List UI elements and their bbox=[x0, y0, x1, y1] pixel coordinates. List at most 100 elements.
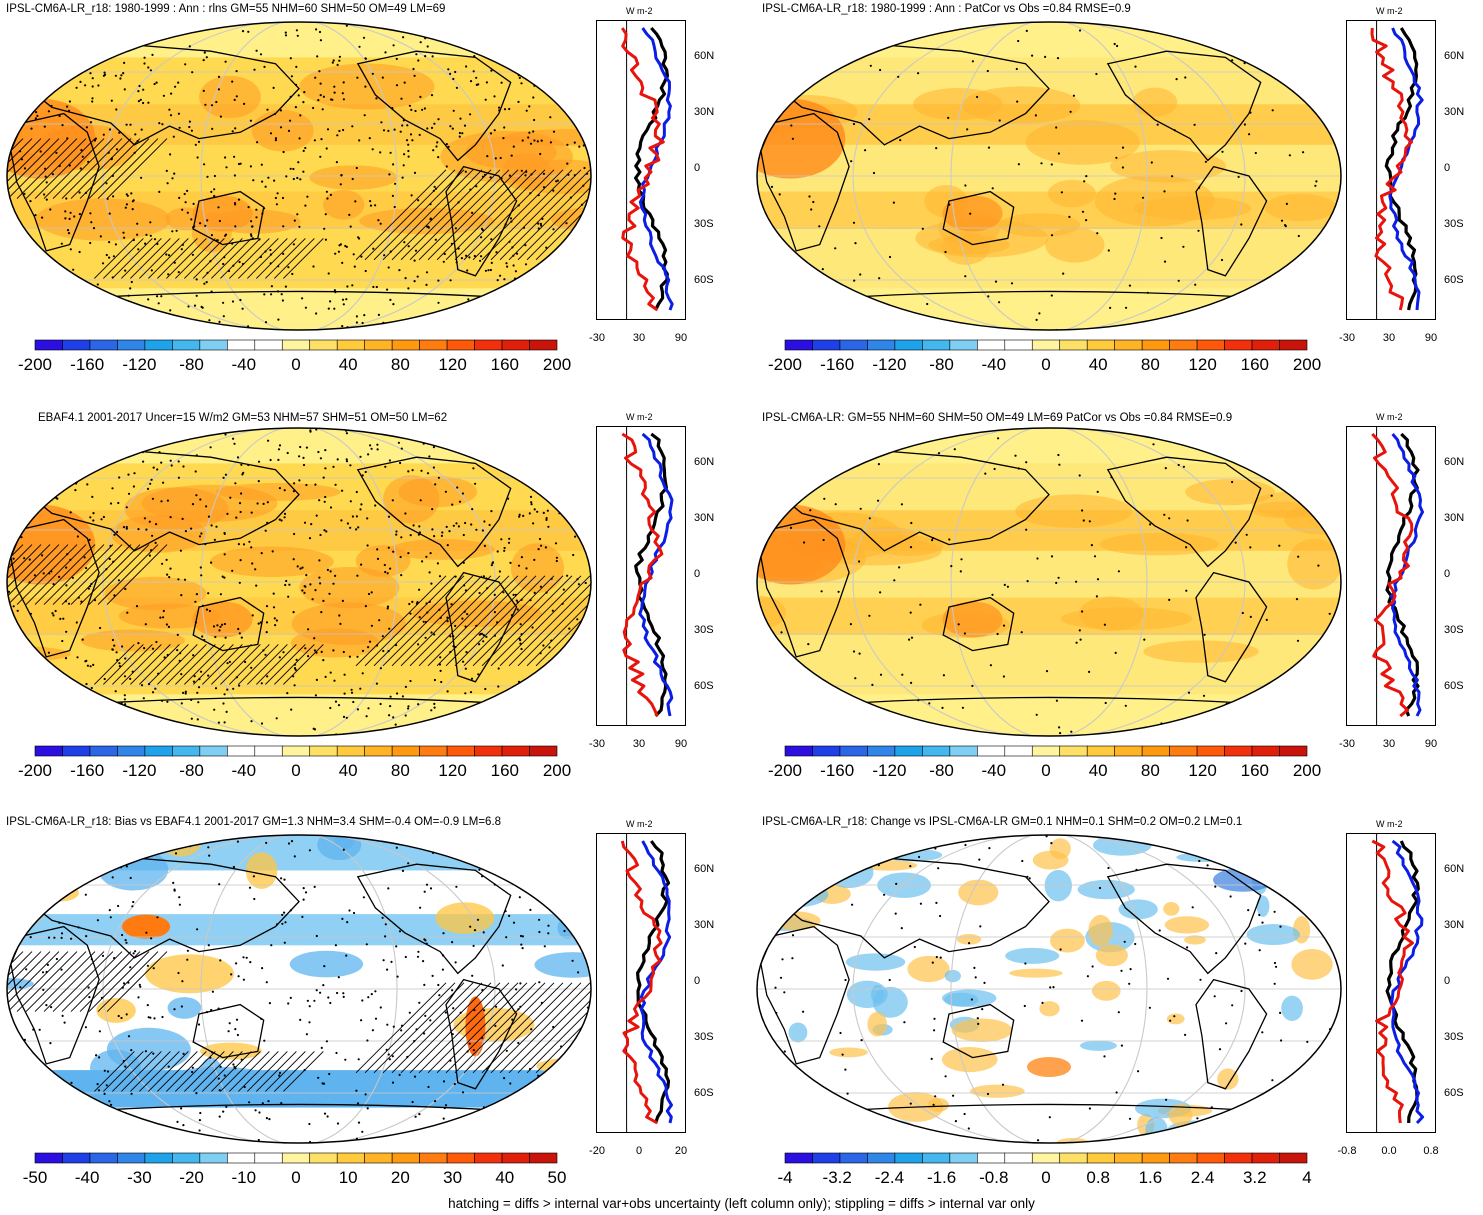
profile-x-tick-label: 0 bbox=[635, 1145, 643, 1157]
latitude-label: 60N bbox=[694, 456, 715, 468]
zonal-mean-profile bbox=[1346, 833, 1436, 1133]
colorbar-tick-label: -3.2 bbox=[822, 1168, 852, 1187]
colorbar-tick-label: -120 bbox=[872, 761, 907, 780]
profile-x-tick-label: 30 bbox=[1382, 738, 1396, 750]
latitude-label: 30N bbox=[1444, 106, 1465, 118]
colorbar-tick-label: -40 bbox=[981, 355, 1007, 374]
colorbar-tick-label: 120 bbox=[438, 355, 467, 374]
colorbar-tick-label: 2.4 bbox=[1190, 1168, 1215, 1187]
panel-title: IPSL-CM6A-LR_r18: Bias vs EBAF4.1 2001-2… bbox=[6, 816, 502, 828]
profile-x-tick-label: 90 bbox=[674, 738, 688, 750]
latitude-label: 60S bbox=[1444, 274, 1464, 286]
profile-x-tick-label: -30 bbox=[1339, 738, 1355, 750]
colorbar-tick-label: -80 bbox=[179, 355, 204, 374]
profile-x-tick-label: 0.8 bbox=[1423, 1145, 1439, 1157]
colorbar-tick-label: 160 bbox=[1240, 355, 1269, 374]
colorbar-tick-label: 1.6 bbox=[1138, 1168, 1163, 1187]
colorbar-tick-label: -200 bbox=[767, 761, 803, 780]
colorbar-tick-label: -80 bbox=[929, 355, 954, 374]
profile-unit-label: W m-2 bbox=[626, 819, 653, 829]
colorbar-tick-label: 0 bbox=[1041, 355, 1051, 374]
colorbar-tick-label: -30 bbox=[127, 1168, 152, 1187]
colorbar-tick-label: 0.8 bbox=[1086, 1168, 1110, 1187]
zonal-mean-profile bbox=[596, 426, 686, 726]
colorbar bbox=[784, 1152, 1308, 1164]
zonal-mean-profile bbox=[1346, 426, 1436, 726]
colorbar-tick-label: -120 bbox=[122, 761, 157, 780]
colorbar-tick-label: 0 bbox=[291, 761, 301, 780]
latitude-label: 30N bbox=[694, 512, 715, 524]
colorbar-tick-label: 0 bbox=[291, 1168, 301, 1187]
colorbar-tick-label: -40 bbox=[981, 761, 1007, 780]
latitude-label: 60N bbox=[1444, 863, 1465, 875]
colorbar-tick-label: -160 bbox=[820, 355, 855, 374]
colorbar bbox=[784, 745, 1308, 757]
colorbar-tick-label: 120 bbox=[438, 761, 467, 780]
colorbar-tick-label: 4 bbox=[1302, 1168, 1312, 1187]
map-panel bbox=[6, 21, 592, 331]
colorbar-tick-label: 30 bbox=[443, 1168, 463, 1187]
colorbar-tick-label: -40 bbox=[74, 1168, 100, 1187]
colorbar-tick-label: -40 bbox=[231, 355, 257, 374]
latitude-label: 30S bbox=[1444, 1031, 1464, 1043]
latitude-label: 60S bbox=[1444, 1087, 1464, 1099]
colorbar-tick-label: 160 bbox=[490, 355, 519, 374]
colorbar-tick-label: 0 bbox=[291, 355, 301, 374]
map-panel bbox=[6, 427, 592, 737]
latitude-label: 30N bbox=[1444, 512, 1465, 524]
colorbar-tick-label: 80 bbox=[390, 761, 410, 780]
zonal-mean-profile bbox=[596, 20, 686, 320]
latitude-label: 60S bbox=[694, 274, 714, 286]
colorbar bbox=[34, 339, 558, 351]
colorbar-tick-label: 200 bbox=[542, 761, 572, 780]
colorbar-tick-label: 120 bbox=[1188, 355, 1217, 374]
colorbar-tick-label: 50 bbox=[547, 1168, 567, 1187]
map-panel bbox=[756, 834, 1342, 1144]
colorbar-tick-label: 40 bbox=[338, 761, 358, 780]
colorbar-tick-label: -120 bbox=[872, 355, 907, 374]
colorbar-tick-label: 3.2 bbox=[1242, 1168, 1267, 1187]
panel-title: IPSL-CM6A-LR_r18: Change vs IPSL-CM6A-LR… bbox=[762, 816, 1243, 828]
colorbar-tick-label: 0 bbox=[1041, 761, 1051, 780]
panel-title: EBAF4.1 2001-2017 Uncer=15 W/m2 GM=53 NH… bbox=[38, 412, 448, 424]
profile-x-tick-label: 30 bbox=[632, 738, 646, 750]
profile-unit-label: W m-2 bbox=[626, 412, 653, 422]
colorbar-tick-label: -4 bbox=[777, 1168, 793, 1187]
colorbar bbox=[34, 745, 558, 757]
panel-title: IPSL-CM6A-LR_r18: 1980-1999 : Ann : PatC… bbox=[762, 3, 1131, 15]
profile-x-tick-label: 90 bbox=[674, 332, 688, 344]
colorbar-tick-label: -120 bbox=[122, 355, 157, 374]
profile-x-tick-label: -30 bbox=[589, 332, 605, 344]
latitude-label: 60N bbox=[1444, 50, 1465, 62]
colorbar-tick-label: 200 bbox=[1292, 355, 1322, 374]
colorbar-tick-label: -160 bbox=[820, 761, 855, 780]
latitude-label: 0 bbox=[694, 975, 701, 987]
colorbar-tick-label: -2.4 bbox=[874, 1168, 905, 1187]
colorbar-tick-label: 200 bbox=[542, 355, 572, 374]
latitude-label: 60N bbox=[694, 863, 715, 875]
colorbar-tick-label: 0 bbox=[1041, 1168, 1051, 1187]
latitude-label: 30N bbox=[694, 919, 715, 931]
panel-title: IPSL-CM6A-LR: GM=55 NHM=60 SHM=50 OM=49 … bbox=[762, 412, 1233, 424]
map-panel bbox=[756, 427, 1342, 737]
colorbar-tick-label: -40 bbox=[231, 761, 257, 780]
latitude-label: 60N bbox=[694, 50, 715, 62]
map-panel bbox=[6, 834, 592, 1144]
profile-x-tick-label: 90 bbox=[1424, 738, 1438, 750]
profile-x-tick-label: 0.0 bbox=[1381, 1145, 1397, 1157]
profile-x-tick-label: -20 bbox=[589, 1145, 605, 1157]
colorbar-tick-label: -50 bbox=[22, 1168, 48, 1187]
colorbar-tick-label: -80 bbox=[179, 761, 204, 780]
colorbar-tick-label: 40 bbox=[1088, 355, 1108, 374]
profile-unit-label: W m-2 bbox=[1376, 412, 1403, 422]
latitude-label: 0 bbox=[1444, 568, 1451, 580]
colorbar-tick-label: 80 bbox=[1140, 761, 1160, 780]
colorbar-tick-label: -1.6 bbox=[926, 1168, 957, 1187]
latitude-label: 0 bbox=[694, 568, 701, 580]
profile-x-tick-label: -30 bbox=[589, 738, 605, 750]
profile-x-tick-label: -0.8 bbox=[1337, 1145, 1357, 1157]
latitude-label: 30S bbox=[1444, 218, 1464, 230]
profile-x-tick-label: 30 bbox=[1382, 332, 1396, 344]
profile-unit-label: W m-2 bbox=[1376, 6, 1403, 16]
colorbar-tick-label: 40 bbox=[495, 1168, 515, 1187]
